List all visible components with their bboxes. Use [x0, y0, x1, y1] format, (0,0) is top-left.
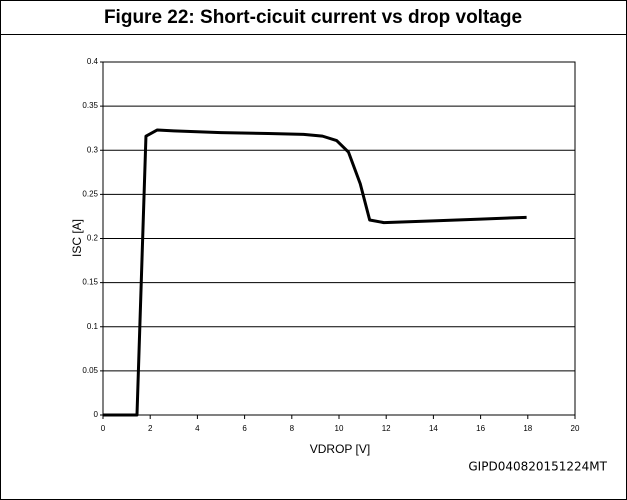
x-tick-label: 14 [429, 424, 438, 433]
y-tick-label: 0.35 [82, 101, 98, 110]
y-tick-label: 0.15 [82, 278, 98, 287]
x-tick-label: 6 [242, 424, 247, 433]
y-tick-label: 0.05 [82, 366, 98, 375]
plot-frame [102, 61, 576, 416]
y-tick-label: 0.1 [87, 322, 99, 331]
y-axis-label: ISC [A] [70, 219, 84, 257]
x-tick-label: 12 [382, 424, 391, 433]
x-tick-label: 20 [571, 424, 580, 433]
x-tick-label: 10 [335, 424, 344, 433]
x-tick-label: 2 [148, 424, 153, 433]
x-tick-label: 18 [523, 424, 532, 433]
x-tick-label: 0 [101, 424, 106, 433]
y-tick-label: 0 [94, 410, 99, 419]
x-tick-label: 16 [476, 424, 485, 433]
y-tick-label: 0.2 [87, 234, 99, 243]
y-tick-label: 0.25 [82, 189, 98, 198]
x-tick-label: 4 [195, 424, 200, 433]
footnote: GIPD040820151224MT [468, 460, 607, 474]
chart-title: Figure 22: Short-cicuit current vs drop … [104, 7, 522, 28]
x-tick-label: 8 [290, 424, 295, 433]
x-axis-label: VDROP [V] [310, 442, 370, 456]
data-line [103, 128, 527, 417]
y-tick-label: 0.3 [87, 145, 99, 154]
y-tick-label: 0.4 [87, 57, 99, 66]
